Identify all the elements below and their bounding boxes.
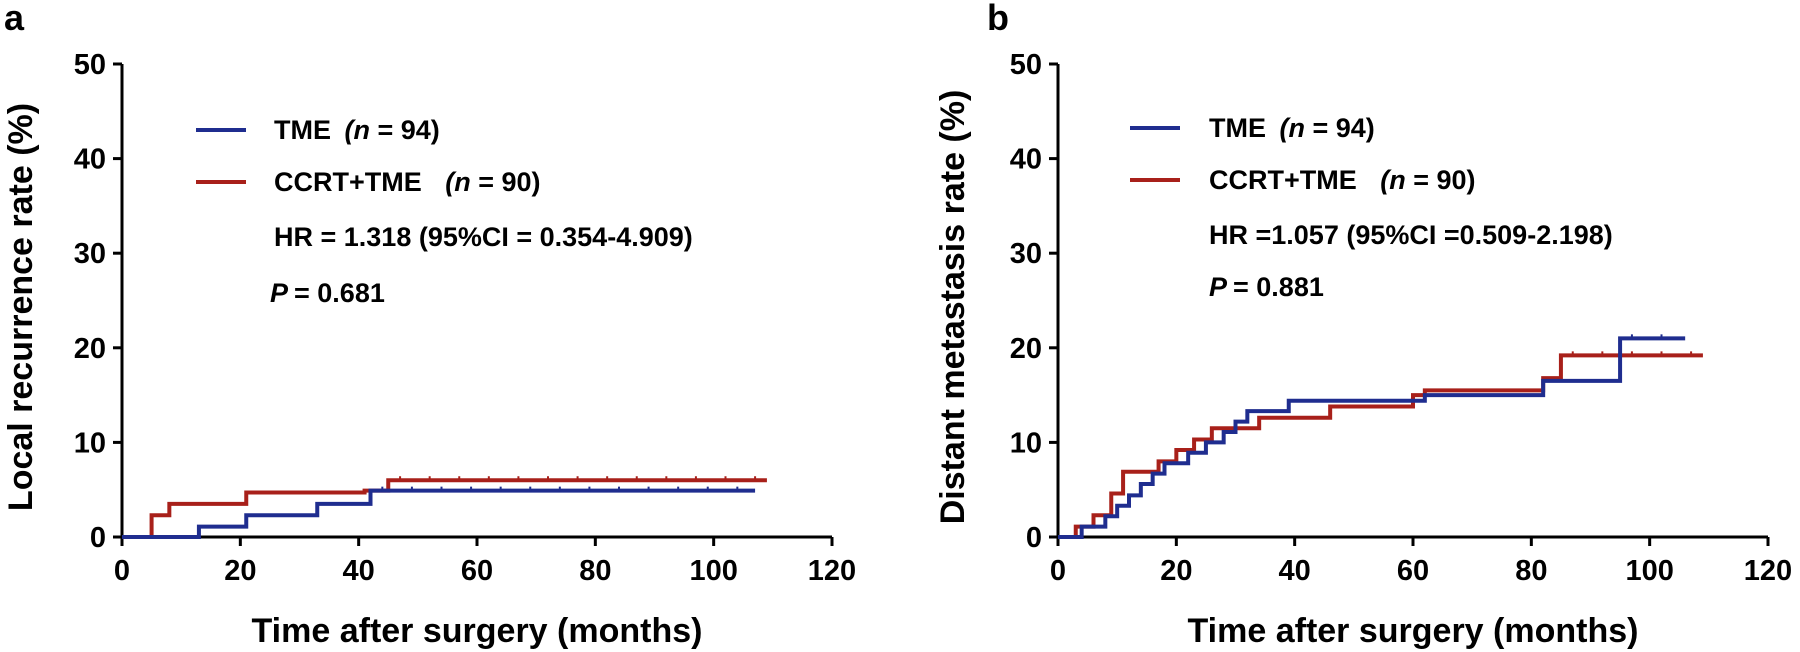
panel-b-y-axis-label: Distant metastasis rate (%) xyxy=(934,90,972,525)
legend-ccrt-label: CCRT+TME (n = 90) xyxy=(1209,165,1476,195)
panel-b-x-tick-label: 40 xyxy=(1279,555,1311,587)
panel-b-hr-annotation: HR =1.057 (95%CI =0.509-2.198) xyxy=(1209,220,1613,250)
panel-b-series xyxy=(1058,334,1703,539)
panel-b-y-tick-label: 40 xyxy=(1010,144,1042,176)
panel-a-legend: TME (n = 94) CCRT+TME (n = 90) HR = 1.31… xyxy=(196,115,693,308)
panel-b-x-tick-label: 20 xyxy=(1160,555,1192,587)
panel-a-axes: 0 10 20 30 40 50 0 20 40 60 80 100 120 xyxy=(74,49,856,587)
panel-a-y-tick-label: 10 xyxy=(74,427,106,459)
panel-b-y-tick-label: 10 xyxy=(1010,427,1042,459)
panel-a-series-tme-line xyxy=(122,488,756,539)
panel-a-letter: a xyxy=(4,0,25,38)
panel-b-series-ccrt-tme-line xyxy=(1058,353,1703,539)
panel-a-y-tick-label: 40 xyxy=(74,144,106,176)
panel-b-x-tick-label: 60 xyxy=(1397,555,1429,587)
panel-a-y-axis-label: Local recurrence rate (%) xyxy=(2,103,40,511)
panel-b-y-tick-label: 20 xyxy=(1010,333,1042,365)
panel-a-y-tick-label: 0 xyxy=(90,522,106,554)
panel-b-x-tick-label: 100 xyxy=(1625,555,1673,587)
panel-b-series-tme-line xyxy=(1058,336,1686,539)
panel-a-x-axis-label: Time after surgery (months) xyxy=(252,612,703,650)
panel-a-x-tick-label: 120 xyxy=(808,555,856,587)
panel-b-x-tick-label: 80 xyxy=(1515,555,1547,587)
panel-b-letter: b xyxy=(987,0,1009,38)
panel-a-x-tick-label: 0 xyxy=(114,555,130,587)
panel-a-y-tick-label: 30 xyxy=(74,238,106,270)
panel-a-y-tick-label: 50 xyxy=(74,49,106,81)
panel-b-y-tick-label: 50 xyxy=(1010,49,1042,81)
panel-a-y-tick-label: 20 xyxy=(74,333,106,365)
panel-a: a Local recurrence rate (%) Time after s… xyxy=(2,0,856,650)
panel-a-p-annotation: P = 0.681 xyxy=(270,278,385,308)
panel-a-hr-annotation: HR = 1.318 (95%CI = 0.354-4.909) xyxy=(274,222,693,252)
panel-a-x-tick-label: 40 xyxy=(343,555,375,587)
panel-b-p-annotation: P = 0.881 xyxy=(1209,272,1324,302)
panel-b: b Distant metastasis rate (%) Time after… xyxy=(934,0,1792,650)
panel-a-series xyxy=(122,476,767,539)
legend-ccrt-label: CCRT+TME (n = 90) xyxy=(274,167,541,197)
panel-b-axes: 0 10 20 30 40 50 0 20 40 60 80 100 120 xyxy=(1010,49,1792,587)
panel-b-y-tick-label: 0 xyxy=(1026,522,1042,554)
panel-b-legend: TME (n = 94) CCRT+TME (n = 90) HR =1.057… xyxy=(1130,113,1613,302)
legend-tme-label: TME (n = 94) xyxy=(274,115,440,145)
panel-a-x-tick-label: 100 xyxy=(689,555,737,587)
panel-a-x-tick-label: 20 xyxy=(224,555,256,587)
panel-b-x-tick-label: 0 xyxy=(1050,555,1066,587)
panel-b-x-axis-label: Time after surgery (months) xyxy=(1188,612,1639,650)
legend-tme-label: TME (n = 94) xyxy=(1209,113,1375,143)
panel-b-x-tick-label: 120 xyxy=(1744,555,1792,587)
panel-a-x-tick-label: 80 xyxy=(579,555,611,587)
panel-a-x-tick-label: 60 xyxy=(461,555,493,587)
panel-b-y-tick-label: 30 xyxy=(1010,238,1042,270)
